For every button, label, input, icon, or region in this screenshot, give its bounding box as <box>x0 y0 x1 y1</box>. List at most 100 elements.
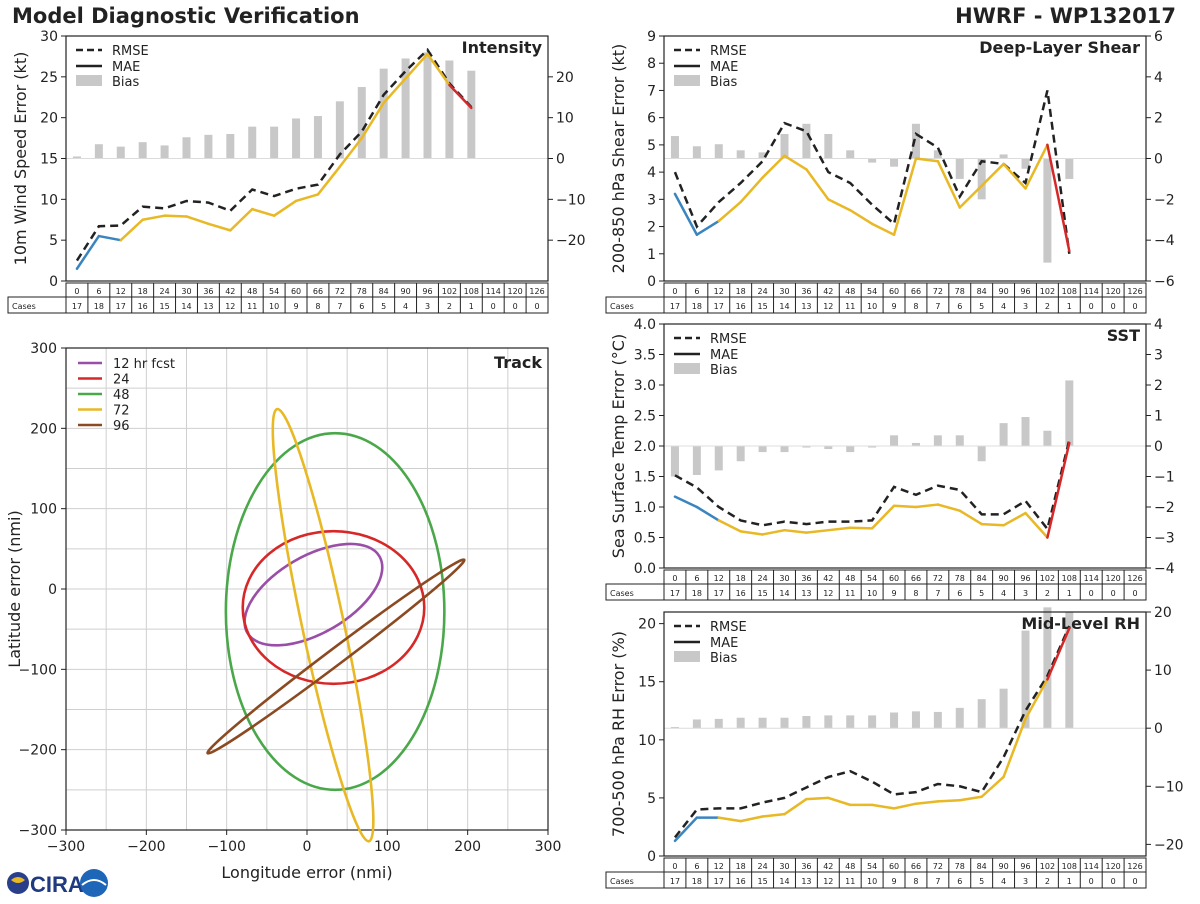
y-tick-label: 15 <box>638 675 656 691</box>
chart-title: Track <box>494 353 542 372</box>
lead-time-label: 66 <box>911 574 921 583</box>
lead-time-label: 24 <box>757 287 767 296</box>
legend-label: 12 hr fcst <box>113 357 175 372</box>
bias-bar <box>1043 158 1052 263</box>
case-count: 10 <box>269 302 279 311</box>
lead-time-label: 18 <box>736 574 746 583</box>
y-tick-label: −200 <box>19 743 57 759</box>
case-count: 0 <box>534 302 539 311</box>
bias-bar <box>138 142 147 159</box>
lead-time-label: 102 <box>1040 862 1055 871</box>
mae-segment <box>892 157 918 236</box>
y2-tick-label: −10 <box>1154 779 1184 795</box>
bias-bar <box>714 446 723 471</box>
bias-bar <box>802 123 811 159</box>
case-count: 13 <box>801 302 811 311</box>
bias-bar <box>868 446 877 448</box>
case-count: 16 <box>736 302 746 311</box>
y2-tick-label: 6 <box>1154 29 1163 45</box>
y2-tick-label: −4 <box>1154 233 1175 249</box>
case-count: 13 <box>801 589 811 598</box>
cases-label: Cases <box>610 302 634 311</box>
lead-time-label: 36 <box>801 287 811 296</box>
mae-segment <box>914 157 940 163</box>
case-count: 8 <box>913 877 918 886</box>
case-count: 5 <box>979 877 984 886</box>
lead-time-label: 120 <box>507 287 522 296</box>
bias-bar <box>824 715 833 729</box>
mae-segment <box>163 214 188 218</box>
mae-segment <box>229 207 254 232</box>
y-tick-label: 100 <box>30 502 57 518</box>
y2-tick-label: −10 <box>556 192 586 208</box>
bias-bar <box>270 126 279 159</box>
y-tick-label: 0.0 <box>634 561 656 577</box>
bias-bar <box>824 446 833 450</box>
case-count: 5 <box>979 302 984 311</box>
bias-bar <box>911 711 920 729</box>
legend-bias-swatch <box>674 363 700 374</box>
mae-segment <box>936 798 962 803</box>
lead-time-label: 54 <box>867 862 877 871</box>
case-count: 3 <box>425 302 430 311</box>
lead-time-label: 84 <box>977 287 987 296</box>
y-tick-label: 7 <box>647 83 656 99</box>
case-count: 17 <box>72 302 82 311</box>
model-storm-id: HWRF - WP132017 <box>955 4 1176 28</box>
y2-tick-label: 0 <box>1154 439 1163 455</box>
mae-segment <box>870 222 896 236</box>
lead-time-label: 60 <box>889 574 899 583</box>
mae-segment <box>717 519 742 533</box>
lead-time-label: 84 <box>977 862 987 871</box>
lead-time-label: 90 <box>998 574 1008 583</box>
y-tick-label: 20 <box>40 111 58 127</box>
x-tick-label: 0 <box>303 839 312 855</box>
case-count: 18 <box>692 589 702 598</box>
bias-bar <box>714 144 723 159</box>
bias-bar <box>445 60 454 159</box>
lead-time-label: 96 <box>1020 574 1030 583</box>
mae-segment <box>404 52 429 80</box>
mae-segment <box>848 208 874 226</box>
bias-bar <box>780 134 789 159</box>
chart-title: Intensity <box>462 38 543 57</box>
case-count: 14 <box>779 302 789 311</box>
y-tick-label: 2 <box>647 220 656 236</box>
y-tick-label: 3.5 <box>634 348 656 364</box>
mae-segment <box>338 136 364 168</box>
lead-time-label: 60 <box>291 287 301 296</box>
bias-bar <box>357 87 366 159</box>
y2-tick-label: 20 <box>556 70 574 86</box>
bias-bar <box>846 446 855 453</box>
case-count: 0 <box>1089 589 1094 598</box>
bias-bar <box>758 717 767 729</box>
bias-bar <box>1021 630 1030 729</box>
legend-label: 24 <box>113 373 130 388</box>
x-tick-label: −100 <box>207 839 245 855</box>
case-count: 0 <box>1089 302 1094 311</box>
mae-segment <box>316 165 342 196</box>
rmse-line <box>673 625 1071 839</box>
legend-bias-label: Bias <box>710 651 737 666</box>
x-tick-label: −300 <box>47 839 85 855</box>
y2-tick-label: 0 <box>1154 721 1163 737</box>
y2-tick-label: 10 <box>1154 663 1172 679</box>
y2-tick-label: −1 <box>1154 470 1175 486</box>
case-count: 16 <box>736 877 746 886</box>
lead-time-label: 114 <box>1084 287 1099 296</box>
bias-bar <box>955 707 964 729</box>
mae-segment <box>1024 511 1049 539</box>
chart-sst: 0.00.51.01.52.02.53.03.54.0−4−3−2−101234… <box>605 317 1175 601</box>
y2-tick-label: 10 <box>556 111 574 127</box>
mae-segment <box>805 528 830 534</box>
lead-time-label: 126 <box>1127 287 1142 296</box>
lead-time-label: 36 <box>801 862 811 871</box>
bias-bar <box>692 146 701 159</box>
case-count: 5 <box>381 302 386 311</box>
case-count: 17 <box>670 302 680 311</box>
case-count: 3 <box>1023 589 1028 598</box>
case-count: 10 <box>867 302 877 311</box>
